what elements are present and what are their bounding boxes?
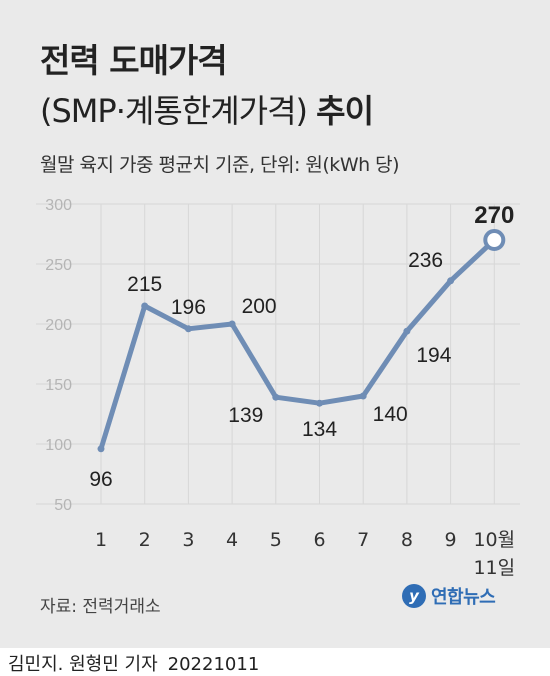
data-point <box>97 445 105 453</box>
y-tick-label: 200 <box>45 317 72 334</box>
data-label: 134 <box>302 418 337 441</box>
data-point <box>403 327 411 335</box>
chart-title-line2: (SMP·계통한계가격) 추이 <box>40 86 374 132</box>
x-tick-label: 3 <box>182 529 194 551</box>
y-tick-label: 50 <box>54 497 72 514</box>
data-label: 194 <box>416 344 451 367</box>
y-tick-label: 300 <box>45 197 72 214</box>
data-point <box>272 393 280 401</box>
data-label: 140 <box>373 403 408 426</box>
source-note: 자료: 전력거래소 <box>40 597 161 617</box>
x-tick-label: 9 <box>445 529 457 551</box>
chart-card: 전력 도매가격 (SMP·계통한계가격) 추이 월말 육지 가중 평균치 기준,… <box>0 0 550 648</box>
x-tick-label: 10월 11일 <box>473 529 515 579</box>
data-point <box>316 399 323 407</box>
x-tick-label: 4 <box>226 529 238 551</box>
data-label: 196 <box>171 296 206 319</box>
byline: 김민지. 원형민 기자 20221011 <box>8 650 259 676</box>
chart-title: 전력 도매가격 <box>40 41 228 80</box>
data-label: 96 <box>89 468 112 491</box>
data-label: 270 <box>474 202 514 229</box>
x-tick-label: 5 <box>270 529 282 551</box>
data-label: 200 <box>242 295 277 318</box>
yonhap-logo: y 연합뉴스 <box>402 583 496 609</box>
chart-subtitle: 월말 육지 가중 평균치 기준, 단위: 원(kWh 당) <box>40 154 400 176</box>
x-tick-label: 8 <box>401 529 413 551</box>
x-tick-label: 7 <box>357 529 369 551</box>
data-label: 236 <box>408 249 443 272</box>
data-point <box>447 277 455 285</box>
data-label: 139 <box>228 404 263 427</box>
publish-date: 20221011 <box>167 654 260 675</box>
data-point <box>359 392 367 400</box>
series-line <box>98 237 497 452</box>
title-trend-word: 추이 <box>316 92 374 130</box>
reporter-names: 김민지. 원형민 기자 <box>8 654 158 675</box>
x-tick-label: 2 <box>139 529 151 551</box>
data-point <box>141 302 149 310</box>
y-tick-label: 100 <box>45 437 72 454</box>
data-point <box>184 325 192 333</box>
x-tick-label: 6 <box>313 529 325 551</box>
data-point-highlight <box>483 229 506 251</box>
y-tick-label: 250 <box>45 257 72 274</box>
title-parenthetical: (SMP·계통한계가격) <box>40 92 308 130</box>
data-label: 215 <box>127 273 162 296</box>
y-tick-label: 150 <box>45 377 72 394</box>
data-point <box>228 320 236 328</box>
yonhap-logo-text: 연합뉴스 <box>431 587 496 608</box>
yonhap-logo-icon: y <box>402 584 426 608</box>
x-tick-label: 1 <box>95 529 107 551</box>
